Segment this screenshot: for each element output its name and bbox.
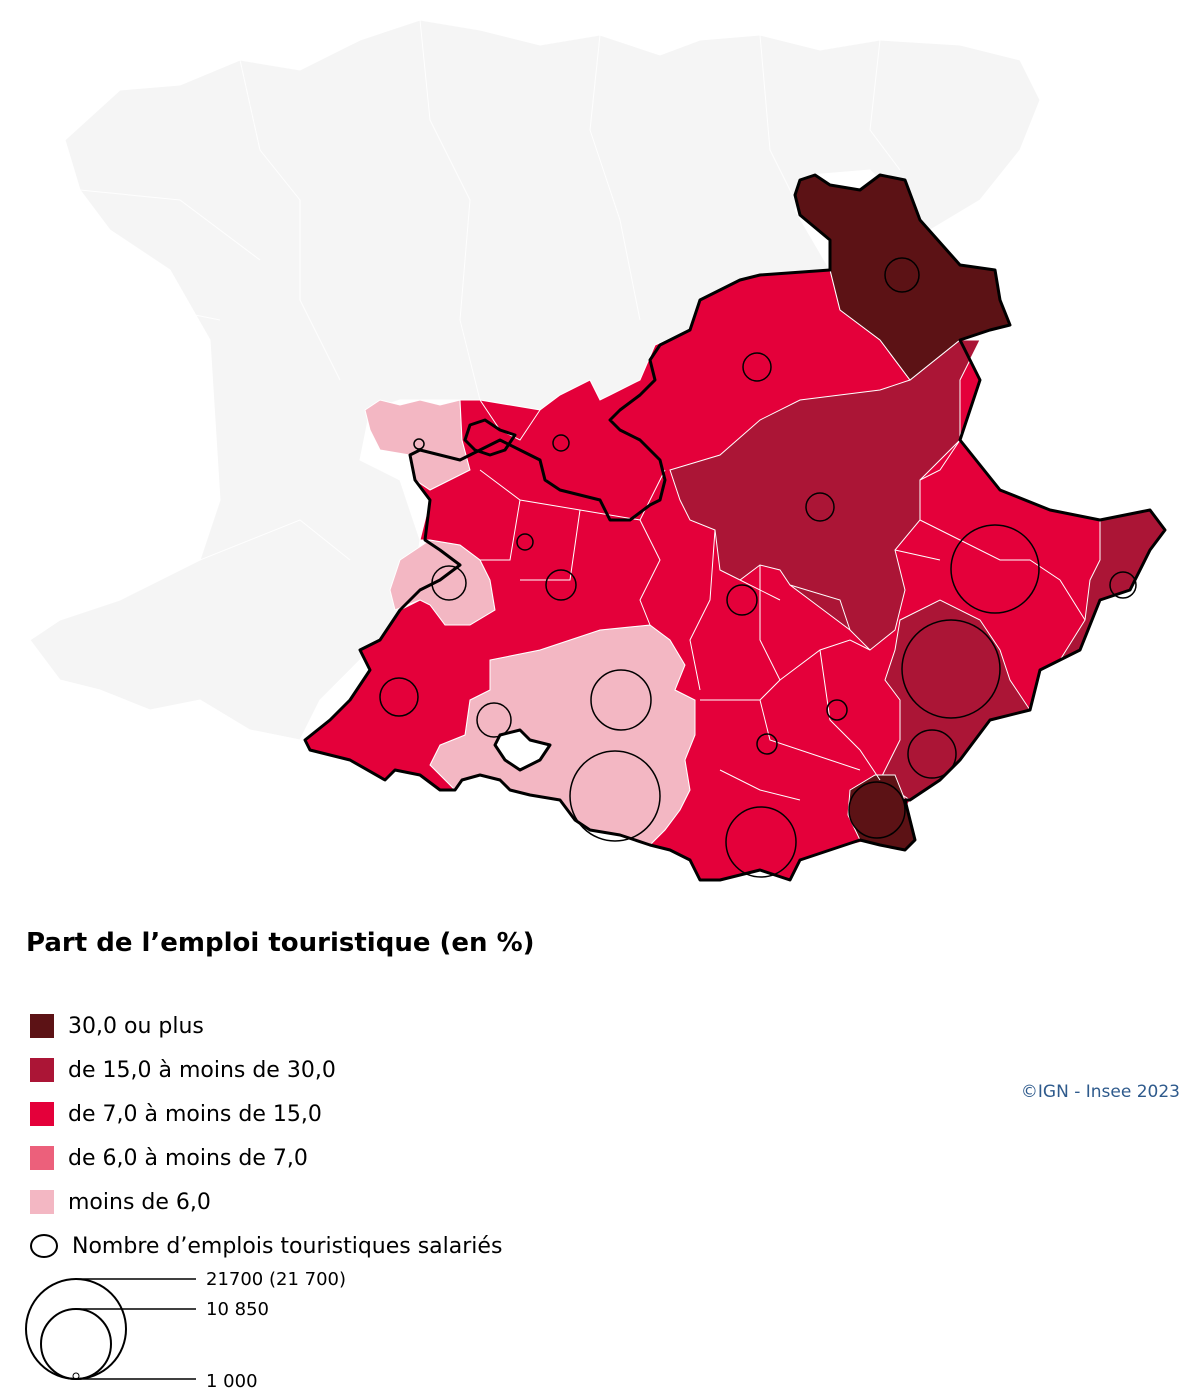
circle-symbol xyxy=(590,669,652,731)
size-label-max: 21700 (21 700) xyxy=(206,1269,346,1290)
legend-swatch xyxy=(30,1102,54,1126)
circle-symbol xyxy=(431,565,467,601)
size-circle-mid xyxy=(40,1308,112,1380)
circle-symbol xyxy=(413,438,425,450)
legend-label: de 7,0 à moins de 15,0 xyxy=(68,1101,322,1127)
legend-item: de 7,0 à moins de 15,0 xyxy=(30,1092,502,1136)
legend-item: de 15,0 à moins de 30,0 xyxy=(30,1048,502,1092)
legend-swatch xyxy=(30,1014,54,1038)
size-label-mid: 10 850 xyxy=(206,1299,269,1320)
legend-label: moins de 6,0 xyxy=(68,1189,211,1215)
circle-symbol xyxy=(901,619,1001,719)
circles xyxy=(379,257,1137,878)
map xyxy=(303,173,1167,882)
size-circle-max xyxy=(25,1278,127,1380)
legend-label: de 15,0 à moins de 30,0 xyxy=(68,1057,336,1083)
circle-symbol xyxy=(476,702,512,738)
circle-symbol xyxy=(725,806,797,878)
size-label-min: 1 000 xyxy=(206,1371,258,1392)
berre-outline xyxy=(493,728,552,772)
circle-symbol xyxy=(545,569,577,601)
legend-circle-label: Nombre d’emplois touristiques salariés xyxy=(72,1233,503,1259)
size-legend: 21700 (21 700) 10 850 1 000 xyxy=(25,1269,346,1392)
legend-item: de 6,0 à moins de 7,0 xyxy=(30,1136,502,1180)
legend-swatch xyxy=(30,1190,54,1214)
circle-symbol xyxy=(569,750,661,842)
circle-symbol xyxy=(756,733,778,755)
circle-symbol xyxy=(884,257,920,293)
circle-icon xyxy=(30,1234,58,1258)
circle-symbol xyxy=(805,492,835,522)
region-outline xyxy=(303,173,1167,882)
legend-item: Nombre d’emplois touristiques salariés xyxy=(30,1224,502,1268)
circle-symbol xyxy=(1109,571,1137,599)
legend: 30,0 ou plus de 15,0 à moins de 30,0 de … xyxy=(30,1004,502,1268)
zone-darkred-center xyxy=(669,339,981,651)
circle-symbol xyxy=(826,699,848,721)
legend-item: moins de 6,0 xyxy=(30,1180,502,1224)
circle-symbol xyxy=(742,352,772,382)
legend-swatch xyxy=(30,1146,54,1170)
circle-symbol xyxy=(950,524,1040,614)
circle-symbol xyxy=(907,729,957,779)
legend-label: 30,0 ou plus xyxy=(68,1013,204,1039)
legend-title: Part de l’emploi touristique (en %) xyxy=(26,928,535,958)
credit: ©IGN - Insee 2023 xyxy=(1020,1082,1180,1102)
circle-symbol xyxy=(726,584,758,616)
circle-symbol xyxy=(516,533,534,551)
circle-symbol xyxy=(552,434,570,452)
legend-label: de 6,0 à moins de 7,0 xyxy=(68,1145,308,1171)
legend-swatch xyxy=(30,1058,54,1082)
circle-symbol xyxy=(848,781,906,839)
enclave-outline xyxy=(463,418,517,457)
circle-symbol xyxy=(379,677,419,717)
legend-item: 30,0 ou plus xyxy=(30,1004,502,1048)
